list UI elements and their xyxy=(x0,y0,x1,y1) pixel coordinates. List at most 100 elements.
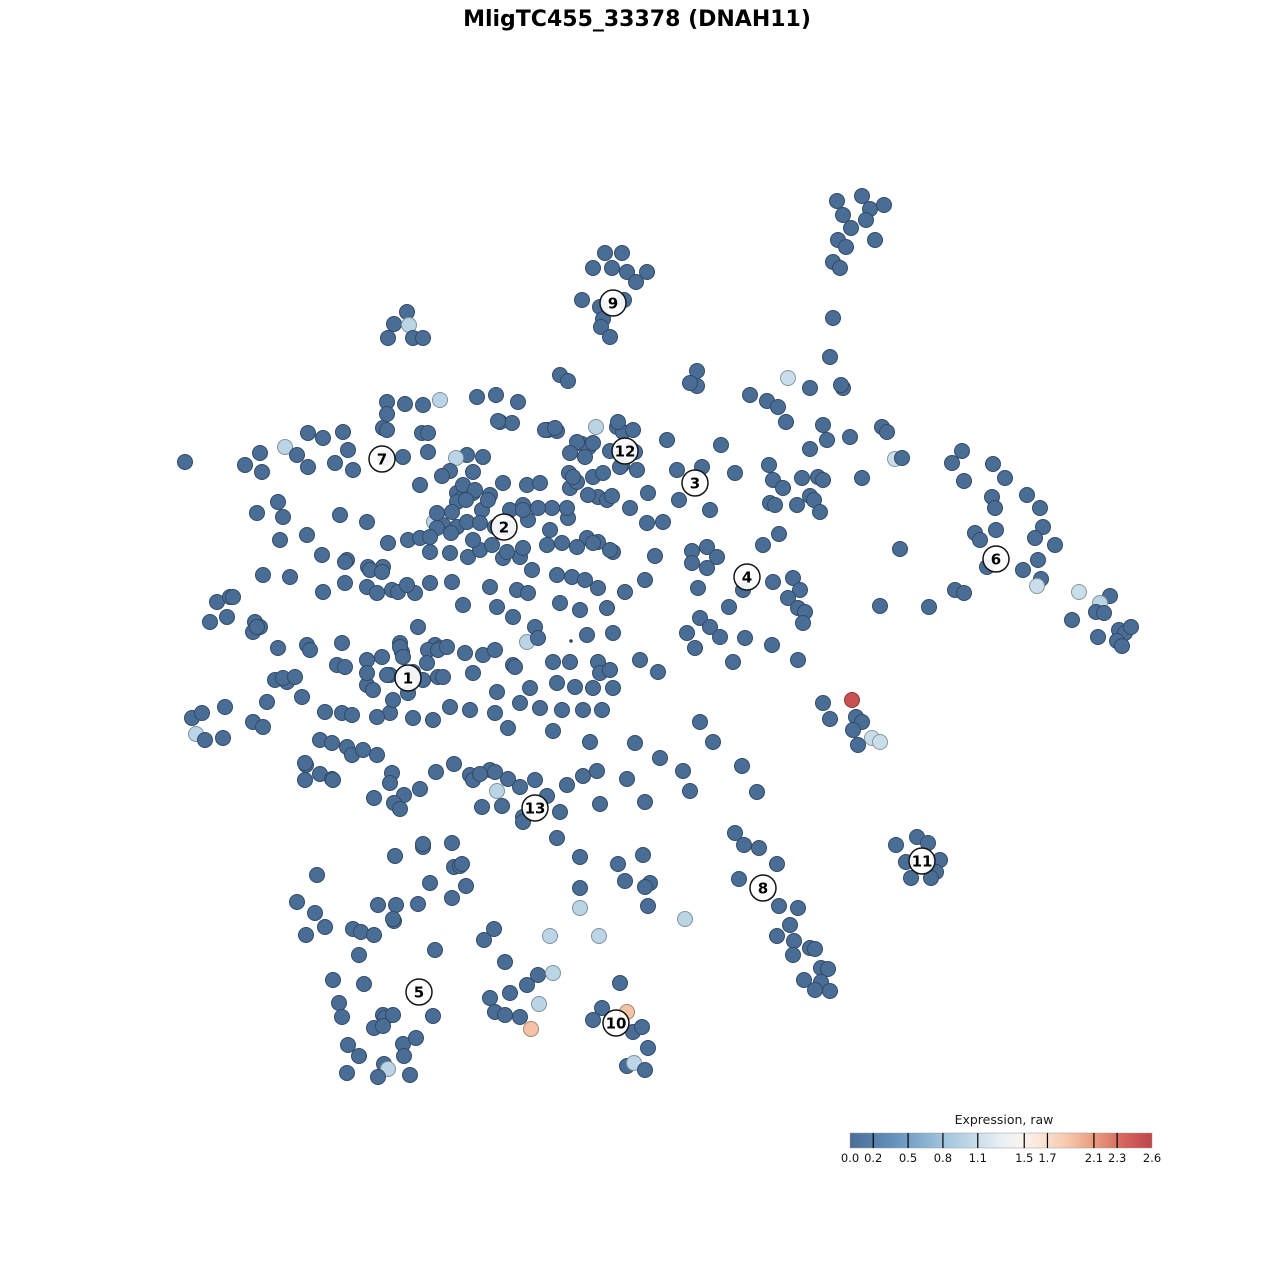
scatter-point xyxy=(815,695,831,711)
scatter-point xyxy=(833,377,849,393)
scatter-point xyxy=(610,414,626,430)
scatter-point xyxy=(727,825,743,841)
scatter-point xyxy=(954,443,970,459)
scatter-point xyxy=(302,642,318,658)
scatter-point xyxy=(448,450,464,466)
scatter-point xyxy=(702,619,718,635)
legend-tick-label: 1.5 xyxy=(1015,1151,1033,1165)
scatter-point xyxy=(659,432,675,448)
scatter-point xyxy=(785,947,801,963)
scatter-point xyxy=(474,799,490,815)
scatter-point xyxy=(639,515,655,531)
cluster-label-number: 10 xyxy=(606,1015,627,1033)
scatter-point xyxy=(237,457,253,473)
scatter-point xyxy=(388,897,404,913)
cluster-label-circle xyxy=(490,513,518,541)
cluster-label-number: 2 xyxy=(499,519,509,537)
scatter-point xyxy=(771,526,787,542)
scatter-point xyxy=(780,370,796,386)
scatter-point xyxy=(1015,562,1031,578)
scatter-point xyxy=(802,441,818,457)
scatter-point xyxy=(422,544,438,560)
scatter-point xyxy=(702,502,718,518)
legend-tick-label: 0.2 xyxy=(864,1151,882,1165)
scatter-point xyxy=(337,554,353,570)
scatter-point xyxy=(679,625,695,641)
scatter-point xyxy=(585,435,601,451)
scatter-point xyxy=(476,932,492,948)
points-layer xyxy=(177,188,1139,1085)
scatter-point xyxy=(379,667,395,683)
scatter-point xyxy=(399,577,415,593)
legend-tick-label: 1.7 xyxy=(1038,1151,1056,1165)
scatter-point xyxy=(765,574,781,590)
scatter-point xyxy=(635,847,651,863)
scatter-point xyxy=(519,977,535,993)
scatter-point xyxy=(572,880,588,896)
legend-ticks xyxy=(872,1133,1118,1148)
scatter-point xyxy=(369,747,385,763)
scatter-point xyxy=(467,482,483,498)
scatter-point xyxy=(422,575,438,591)
scatter-point xyxy=(682,375,698,391)
scatter-point xyxy=(562,654,578,670)
scatter-point xyxy=(737,630,753,646)
scatter-point xyxy=(699,560,715,576)
scatter-point xyxy=(457,645,473,661)
scatter-point xyxy=(294,689,310,705)
scatter-point xyxy=(825,310,841,326)
scatter-point xyxy=(324,735,340,751)
cluster-label-circle xyxy=(368,445,396,473)
scatter-point xyxy=(289,894,305,910)
scatter-point xyxy=(255,567,271,583)
scatter-point xyxy=(604,260,620,276)
scatter-point xyxy=(569,539,585,555)
scatter-point xyxy=(1114,638,1130,654)
scatter-point xyxy=(194,705,210,721)
scatter-point xyxy=(610,856,626,872)
scatter-point xyxy=(838,239,854,255)
scatter-point xyxy=(604,488,620,504)
scatter-point xyxy=(415,330,431,346)
cluster-label-circle xyxy=(982,545,1010,573)
scatter-point xyxy=(832,260,848,276)
scatter-point xyxy=(567,679,583,695)
cluster-label-12: 12 xyxy=(611,437,639,465)
scatter-point xyxy=(867,232,883,248)
scatter-point xyxy=(249,619,265,635)
scatter-point xyxy=(721,599,737,615)
scatter-point xyxy=(374,649,390,665)
scatter-point xyxy=(593,319,609,335)
scatter-point xyxy=(796,972,812,988)
scatter-point xyxy=(585,1012,601,1028)
scatter-point xyxy=(374,564,390,580)
scatter-point xyxy=(574,292,590,308)
scatter-point xyxy=(359,665,375,681)
scatter-point xyxy=(217,699,233,715)
scatter-point xyxy=(334,635,350,651)
scatter-point xyxy=(331,995,347,1011)
scatter-point xyxy=(1064,612,1080,628)
scatter-point xyxy=(549,830,565,846)
scatter-point xyxy=(458,492,474,508)
scatter-point xyxy=(385,911,401,927)
scatter-point xyxy=(365,682,381,698)
scatter-point xyxy=(487,764,503,780)
scatter-point xyxy=(997,470,1013,486)
scatter-point xyxy=(736,837,752,853)
scatter-point xyxy=(572,602,588,618)
scatter-point xyxy=(499,544,515,560)
scatter-point xyxy=(790,900,806,916)
cluster-label-circle xyxy=(521,794,549,822)
scatter-point xyxy=(380,535,396,551)
cluster-label-circle xyxy=(599,289,627,317)
scatter-point xyxy=(709,549,725,565)
cluster-label-circle xyxy=(611,437,639,465)
scatter-point xyxy=(270,640,286,656)
scatter-point xyxy=(340,442,356,458)
scatter-point xyxy=(252,445,268,461)
scatter-point xyxy=(356,976,372,992)
scatter-point xyxy=(202,614,218,630)
scatter-point xyxy=(297,755,313,771)
